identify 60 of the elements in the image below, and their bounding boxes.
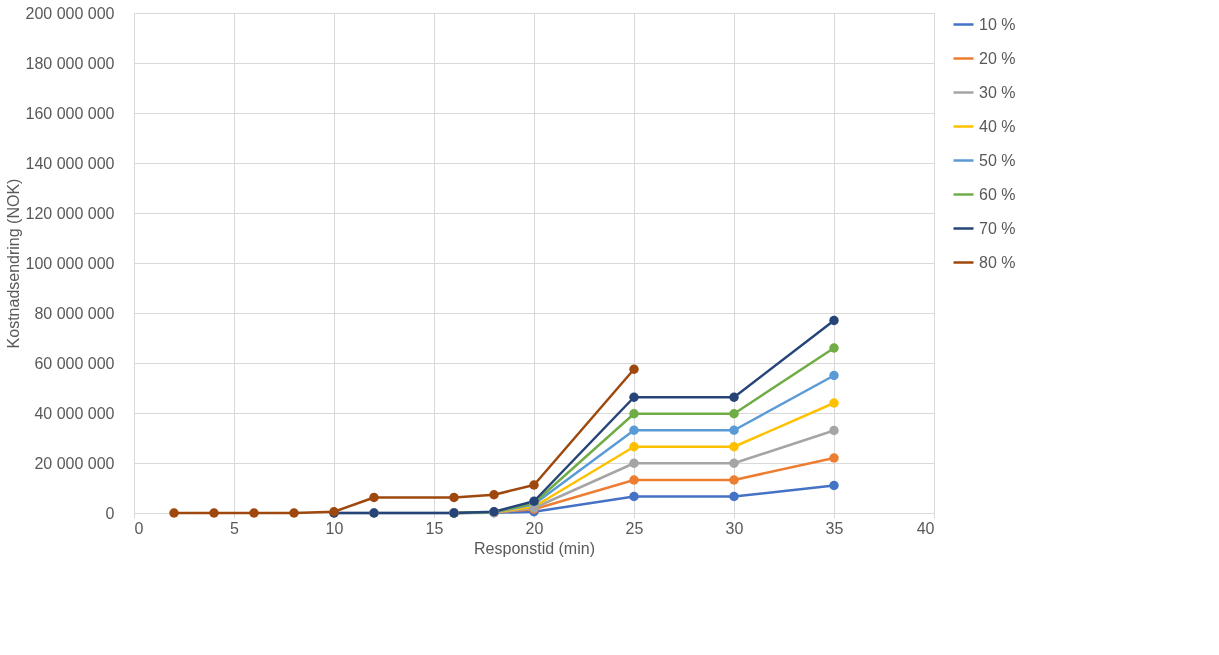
- point: [249, 508, 259, 518]
- point: [729, 425, 739, 435]
- x-tick-label: 10: [325, 519, 344, 537]
- y-axis-title: Kostnadsendring (NOK): [4, 178, 22, 349]
- point: [829, 370, 839, 381]
- point: [529, 480, 539, 490]
- y-tick-label: 160 000 000: [25, 104, 115, 122]
- point: [629, 364, 639, 374]
- point: [629, 442, 639, 452]
- point: [369, 492, 379, 503]
- x-tick-label: 20: [525, 519, 544, 537]
- point: [729, 409, 739, 419]
- x-axis-title: Responstid (min): [474, 539, 595, 557]
- point: [629, 475, 639, 485]
- point: [629, 392, 639, 402]
- point: [829, 315, 839, 326]
- x-tick-label: 25: [625, 519, 644, 537]
- x-tick-label: 0: [134, 519, 144, 537]
- point: [729, 491, 739, 502]
- point: [169, 508, 179, 518]
- x-tick-label: 30: [725, 519, 744, 537]
- y-tick-label: 200 000 000: [25, 4, 115, 22]
- y-tick-label: 20 000 000: [34, 454, 115, 472]
- y-tick-label: 60 000 000: [34, 354, 115, 372]
- legend-label: 10 %: [979, 15, 1016, 33]
- x-tick-label: 40: [916, 519, 935, 537]
- legend-label: 50 %: [979, 151, 1016, 169]
- point: [629, 458, 639, 468]
- legend-label: 40 %: [979, 117, 1016, 135]
- y-tick-label: 180 000 000: [25, 54, 115, 72]
- y-tick-label: 0: [105, 504, 115, 522]
- legend-label: 20 %: [979, 49, 1016, 67]
- legend-label: 30 %: [979, 83, 1016, 101]
- point: [729, 442, 739, 452]
- point: [729, 392, 739, 402]
- legend-label: 70 %: [979, 219, 1016, 237]
- y-tick-label: 40 000 000: [34, 404, 115, 422]
- point: [729, 475, 739, 485]
- point: [729, 458, 739, 468]
- point: [829, 343, 839, 353]
- point: [829, 453, 839, 463]
- x-tick-label: 15: [425, 519, 444, 537]
- y-tick-label: 100 000 000: [25, 254, 115, 272]
- legend-label: 80 %: [979, 253, 1016, 271]
- y-tick-label: 120 000 000: [25, 204, 115, 222]
- x-tick-label: 35: [825, 519, 844, 537]
- point: [289, 508, 299, 518]
- point: [829, 480, 839, 491]
- point: [629, 409, 639, 419]
- point: [489, 490, 499, 500]
- point: [629, 425, 639, 435]
- point: [829, 425, 839, 436]
- point: [829, 398, 839, 408]
- legend-label: 60 %: [979, 185, 1016, 203]
- x-tick-label: 5: [230, 519, 240, 537]
- point: [209, 508, 219, 518]
- point: [449, 492, 459, 503]
- y-tick-label: 140 000 000: [25, 154, 115, 172]
- y-tick-label: 80 000 000: [34, 304, 115, 322]
- point: [629, 491, 639, 502]
